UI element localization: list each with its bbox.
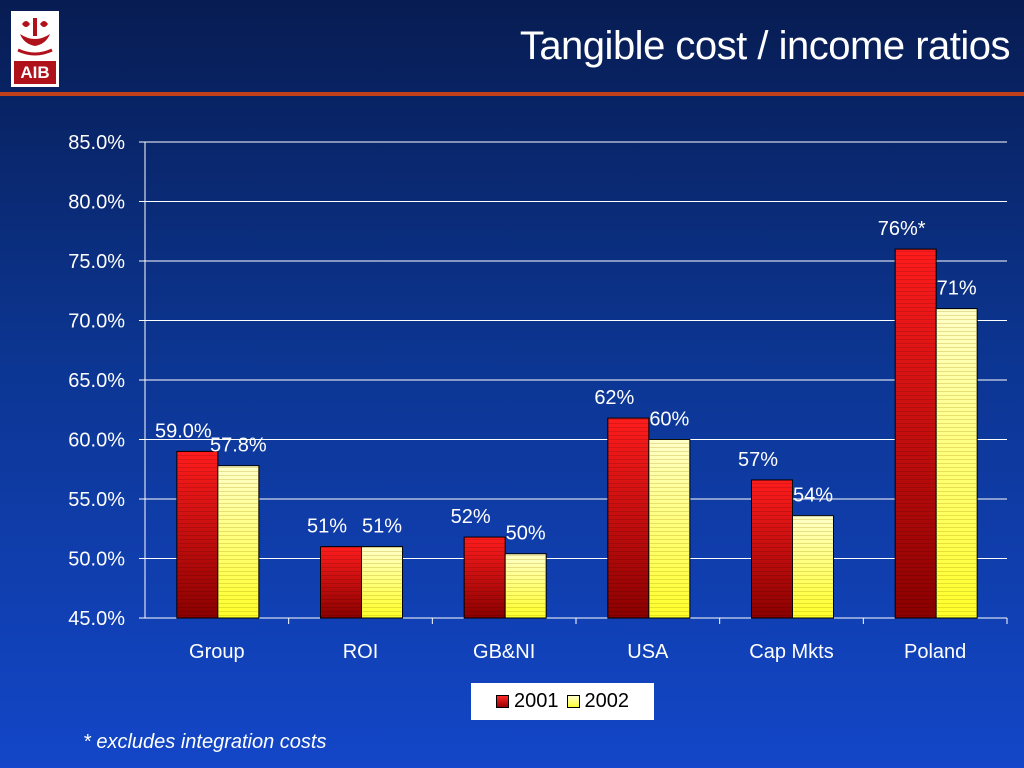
chart-legend: 2001 2002 (471, 683, 654, 720)
title-divider (0, 92, 1024, 96)
logo-text: AIB (14, 61, 56, 84)
y-tick-label: 80.0% (68, 192, 125, 214)
y-tick-label: 85.0% (68, 132, 125, 154)
data-label-2001: 62% (594, 387, 634, 409)
y-tick-label: 60.0% (68, 430, 125, 452)
data-label-2002: 50% (506, 523, 546, 545)
y-tick-label: 55.0% (68, 489, 125, 511)
aib-ark-emblem-icon (14, 14, 56, 58)
bar-stripe-2001 (751, 479, 793, 618)
bar-stripe-2001 (176, 451, 218, 618)
data-label-2001: 57% (738, 449, 778, 471)
x-tick-label: GB&NI (473, 641, 535, 663)
data-label-2001: 52% (451, 506, 491, 528)
y-tick-label: 45.0% (68, 608, 125, 630)
y-tick-label: 50.0% (68, 549, 125, 571)
x-tick-label: Cap Mkts (749, 641, 833, 663)
bar-stripe-2001 (464, 537, 506, 618)
data-label-2002: 60% (649, 409, 689, 431)
aib-logo: AIB (11, 11, 59, 87)
data-label-2002: 54% (793, 485, 833, 507)
data-label-2002: 71% (937, 278, 977, 300)
legend-item-2002: 2002 (566, 690, 630, 713)
data-label-2002: 57.8% (210, 435, 267, 457)
legend-swatch-2001 (496, 695, 509, 708)
bar-stripe-2002 (217, 465, 259, 618)
data-label-2002: 51% (362, 516, 402, 538)
bar-stripe-2002 (361, 546, 403, 618)
bar-stripe-2001 (320, 546, 362, 618)
x-tick-label: Poland (904, 641, 966, 663)
x-tick-label: ROI (343, 641, 379, 663)
y-tick-label: 70.0% (68, 311, 125, 333)
bar-stripe-2001 (607, 418, 649, 618)
x-tick-label: Group (189, 641, 245, 663)
bar-stripe-2002 (936, 308, 978, 618)
legend-item-2001: 2001 (496, 690, 559, 713)
slide-title: Tangible cost / income ratios (519, 24, 1011, 68)
x-tick-label: USA (627, 641, 669, 663)
legend-label-2001: 2001 (514, 690, 559, 712)
data-label-2001: 76%* (878, 218, 926, 240)
bar-stripe-2002 (792, 515, 834, 618)
footnote: * excludes integration costs (83, 731, 327, 753)
legend-label-2002: 2002 (584, 690, 630, 712)
legend-swatch-2002 (566, 695, 580, 708)
y-tick-label: 75.0% (68, 251, 125, 273)
data-label-2001: 51% (307, 516, 347, 538)
bar-stripe-2001 (895, 249, 937, 618)
bar-stripe-2002 (648, 439, 690, 618)
bar-stripe-2002 (505, 553, 547, 618)
y-tick-label: 65.0% (68, 370, 125, 392)
data-label-2001: 59.0% (155, 420, 212, 442)
